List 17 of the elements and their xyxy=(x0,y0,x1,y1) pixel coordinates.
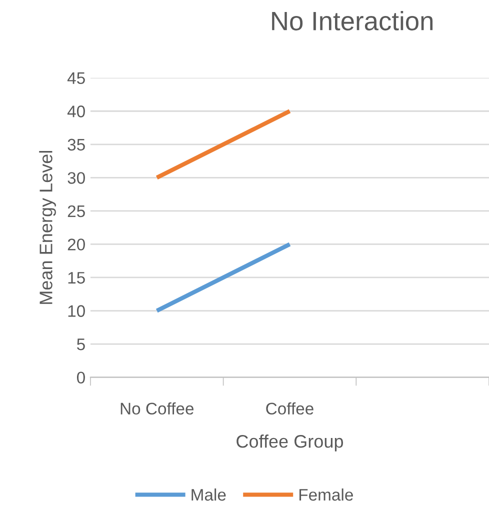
y-tick-label: 40 xyxy=(67,106,85,118)
y-tick-label: 35 xyxy=(68,138,85,151)
x-tick-label: No Coffee xyxy=(120,402,194,415)
y-tick-label: 0 xyxy=(76,372,85,384)
y-axis-title: Mean Energy Level xyxy=(39,151,56,304)
legend-label: Female xyxy=(299,488,353,501)
legend-label: Male xyxy=(192,488,226,501)
y-tick-label: 15 xyxy=(68,272,85,284)
y-tick-label: 45 xyxy=(67,72,85,84)
x-axis-title: Coffee Group xyxy=(236,434,344,452)
y-tick-label: 5 xyxy=(77,338,85,350)
y-tick-label: 25 xyxy=(68,205,85,218)
y-tick-label: 10 xyxy=(68,305,85,317)
x-tick-label: Coffee xyxy=(266,402,314,415)
y-tick-label: 30 xyxy=(68,172,85,184)
y-tick-label: 20 xyxy=(68,238,85,250)
chart-title: No Interaction xyxy=(272,11,433,30)
